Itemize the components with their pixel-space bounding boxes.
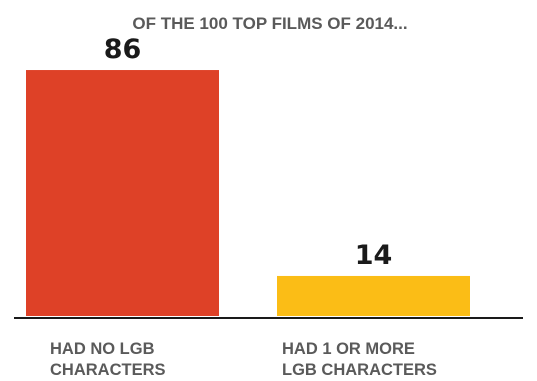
category-label-1-line-1: HAD NO LGB	[50, 340, 155, 358]
value-labels-group: 86 14	[104, 34, 393, 271]
category-label-1-line-2: CHARACTERS	[50, 361, 166, 379]
bar-2	[277, 275, 470, 316]
value-label-2: 14	[355, 240, 393, 271]
category-label-2-line-2: LGB CHARACTERS	[282, 361, 437, 379]
chart-title: OF THE 100 TOP FILMS OF 2014...	[132, 14, 407, 33]
value-label-1: 86	[104, 34, 142, 65]
category-labels-group: HAD NO LGB CHARACTERS HAD 1 OR MORE LGB CHA…	[50, 340, 437, 379]
bar-1	[26, 70, 219, 316]
bars-group	[26, 70, 470, 316]
category-label-2-line-1: HAD 1 OR MORE	[282, 340, 415, 358]
